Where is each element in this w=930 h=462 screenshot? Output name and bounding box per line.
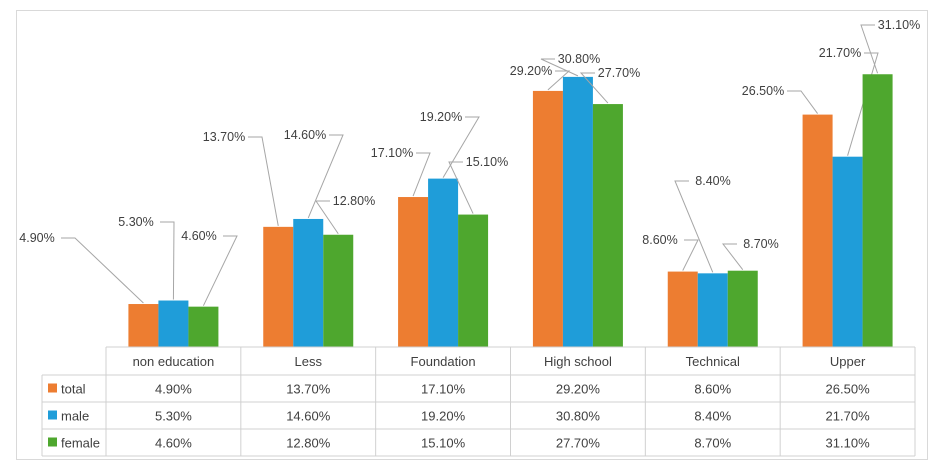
bar-female-4[interactable] (592, 104, 623, 347)
data-label-female-4: 27.70% (598, 66, 640, 80)
category-label-3: Foundation (411, 354, 476, 369)
data-label-male-2: 14.60% (284, 128, 326, 142)
leader-line-total-2 (248, 136, 279, 226)
data-label-total-4: 29.20% (510, 64, 552, 78)
leader-line-female-2 (315, 200, 339, 235)
category-label-6: Upper (830, 354, 866, 369)
data-label-female-3: 15.10% (466, 155, 508, 169)
bar-male-5[interactable] (697, 273, 728, 347)
bar-total-2[interactable] (263, 226, 294, 347)
leader-line-male-1 (160, 221, 175, 300)
legend-key-total (48, 383, 57, 393)
bar-male-2[interactable] (293, 218, 324, 347)
bar-total-5[interactable] (667, 271, 698, 347)
table-cell-male-1: 5.30% (155, 409, 192, 424)
leader-line-total-6 (787, 90, 818, 114)
data-label-female-5: 8.70% (743, 237, 778, 251)
table-cell-total-6: 26.50% (826, 382, 871, 397)
data-label-total-5: 8.60% (642, 233, 677, 247)
table-cell-male-3: 19.20% (421, 409, 466, 424)
table-cell-total-5: 8.60% (694, 382, 731, 397)
bar-female-2[interactable] (323, 234, 354, 347)
data-label-total-3: 17.10% (371, 146, 413, 160)
data-label-total-2: 13.70% (203, 130, 245, 144)
leader-line-female-4 (579, 72, 609, 104)
leader-line-male-3 (442, 116, 480, 178)
legend-key-male (48, 410, 57, 420)
table-cell-total-1: 4.90% (155, 382, 192, 397)
table-cell-female-4: 27.70% (556, 436, 601, 451)
table-cell-male-6: 21.70% (826, 409, 871, 424)
data-label-female-2: 12.80% (333, 194, 375, 208)
bar-male-3[interactable] (428, 178, 459, 347)
data-label-total-6: 26.50% (742, 84, 784, 98)
data-label-male-5: 8.40% (695, 174, 730, 188)
bar-female-5[interactable] (727, 270, 758, 347)
bar-male-6[interactable] (832, 156, 863, 347)
bar-female-1[interactable] (188, 306, 219, 347)
leader-line-total-1 (61, 237, 144, 304)
bar-total-3[interactable] (398, 197, 429, 347)
data-label-female-6: 31.10% (878, 18, 920, 32)
bar-total-4[interactable] (532, 90, 563, 347)
table-cell-male-4: 30.80% (556, 409, 601, 424)
table-cell-total-4: 29.20% (556, 382, 601, 397)
table-cell-male-5: 8.40% (694, 409, 731, 424)
bar-female-3[interactable] (458, 214, 489, 347)
data-label-female-1: 4.60% (181, 229, 216, 243)
leader-line-male-4 (540, 58, 579, 77)
table-cell-female-6: 31.10% (826, 436, 871, 451)
legend-label-total: total (61, 382, 86, 397)
table-cell-total-3: 17.10% (421, 382, 466, 397)
data-label-total-1: 4.90% (19, 231, 54, 245)
legend-label-female: female (61, 436, 100, 451)
leader-line-male-2 (307, 134, 344, 219)
table-cell-female-1: 4.60% (155, 436, 192, 451)
table-cell-female-3: 15.10% (421, 436, 466, 451)
legend-label-male: male (61, 409, 89, 424)
bar-female-6[interactable] (862, 74, 893, 348)
category-label-4: High school (544, 354, 612, 369)
legend-key-female (48, 437, 57, 447)
leader-line-total-3 (412, 152, 431, 197)
table-cell-male-2: 14.60% (286, 409, 331, 424)
category-label-1: non education (133, 354, 215, 369)
leader-line-female-6 (860, 24, 879, 74)
data-label-male-1: 5.30% (118, 215, 153, 229)
category-label-2: Less (295, 354, 323, 369)
leader-line-male-6 (847, 52, 879, 156)
category-label-5: Technical (686, 354, 740, 369)
leader-line-female-5 (721, 243, 744, 271)
data-label-male-4: 30.80% (558, 52, 600, 66)
bar-total-6[interactable] (802, 114, 833, 347)
table-cell-total-2: 13.70% (286, 382, 331, 397)
bar-male-1[interactable] (158, 300, 189, 347)
data-label-male-6: 21.70% (819, 46, 861, 60)
table-cell-female-2: 12.80% (286, 436, 331, 451)
data-label-male-3: 19.20% (420, 110, 462, 124)
leader-line-female-1 (202, 235, 238, 306)
leader-line-male-5 (674, 180, 714, 273)
bar-total-1[interactable] (128, 304, 159, 347)
leader-line-total-4 (547, 70, 571, 91)
table-cell-female-5: 8.70% (694, 436, 731, 451)
leader-line-female-3 (448, 161, 474, 214)
bar-male-4[interactable] (562, 76, 593, 347)
leader-line-total-5 (682, 239, 699, 271)
